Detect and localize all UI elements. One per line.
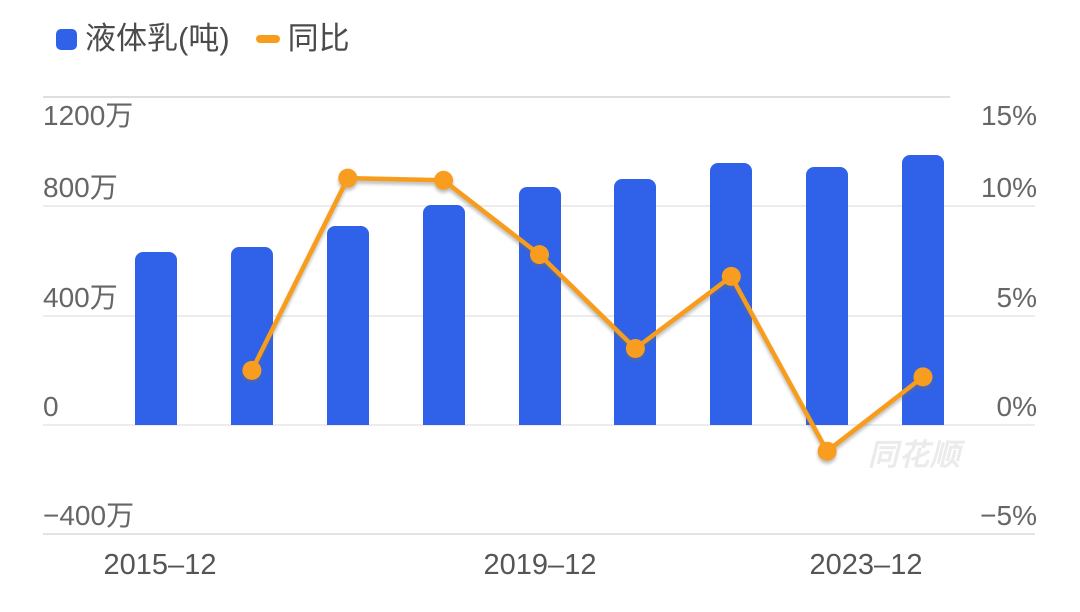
left-axis-tick: 0 — [43, 391, 59, 422]
right-axis-tick: 5% — [996, 282, 1037, 313]
right-axis-tick: 0% — [996, 391, 1037, 422]
right-axis-tick: 10% — [980, 172, 1037, 203]
bar-2022-12[interactable] — [806, 166, 849, 425]
left-axis-tick: 800万 — [43, 172, 118, 203]
bar-2023-12[interactable] — [902, 154, 944, 425]
yoy-point[interactable] — [338, 168, 358, 188]
left-axis-tick: 1200万 — [43, 100, 134, 131]
bar-series-marker-icon — [56, 28, 77, 50]
right-axis-tick: −5% — [980, 500, 1037, 531]
x-axis-tick: 2019–12 — [483, 549, 597, 581]
legend-item-liquid-milk[interactable]: 液体乳(吨) — [56, 22, 230, 56]
bar-2021-12[interactable] — [710, 162, 753, 425]
left-axis-tick: −400万 — [43, 500, 135, 531]
gridline — [43, 96, 950, 98]
legend-label: 同比 — [287, 21, 350, 56]
right-axis-tick: 15% — [980, 100, 1037, 131]
line-series-marker-icon — [255, 35, 280, 43]
bar-2019-12[interactable] — [518, 187, 561, 425]
bar-2020-12[interactable] — [614, 179, 657, 425]
yoy-point[interactable] — [434, 170, 454, 190]
yoy-point[interactable] — [817, 441, 837, 461]
left-axis-tick: 400万 — [43, 282, 118, 313]
bar-2016-12[interactable] — [230, 247, 273, 425]
tonghuashun-watermark: 同花顺 — [868, 439, 961, 472]
bar-2018-12[interactable] — [422, 205, 465, 425]
legend-label: 液体乳(吨) — [85, 21, 230, 56]
legend: 液体乳(吨) 同比 — [56, 22, 350, 56]
legend-item-yoy[interactable]: 同比 — [255, 21, 350, 56]
gridline — [43, 533, 1035, 535]
bar-2017-12[interactable] — [326, 225, 369, 425]
x-axis-tick: 2015–12 — [103, 549, 217, 581]
bar-2015-12[interactable] — [135, 251, 177, 425]
x-axis-tick: 2023–12 — [809, 549, 923, 581]
